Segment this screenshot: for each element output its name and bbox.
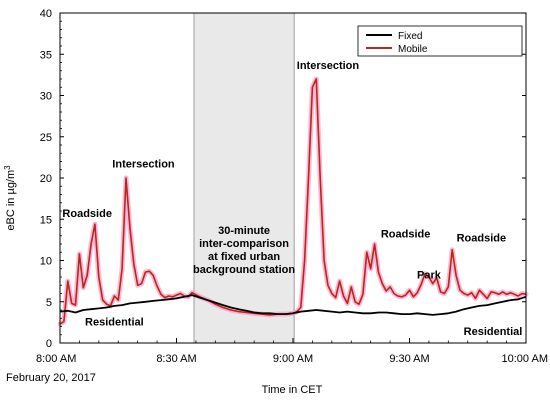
x-axis: 8:00 AM 8:30 AM 9:00 AM 9:30 AM 10:00 AM — [36, 338, 548, 365]
shade-label-line-4: background station — [193, 264, 295, 276]
x-axis-label: Time in CET — [262, 384, 323, 396]
annotation-label: Residential — [85, 317, 144, 329]
annotation-layer: Roadside Intersection Residential Intersect… — [62, 60, 522, 338]
y-tick-label: 30 — [40, 91, 52, 103]
y-tick-label: 0 — [46, 338, 52, 350]
x-tick-label: 9:30 AM — [389, 353, 429, 365]
y-tick-label: 5 — [46, 297, 52, 309]
shade-label-line-1: 30-minute — [218, 225, 270, 237]
annotation-label: Park — [417, 270, 442, 282]
series-mobile-line — [59, 78, 527, 325]
y-tick-label: 10 — [40, 256, 52, 268]
annotation-label: Intersection — [297, 60, 360, 72]
intercomparison-shade — [193, 12, 295, 344]
annotation-label: Residential — [464, 326, 523, 338]
shade-label-line-3: at fixed urban — [208, 251, 280, 263]
y-axis-label-main: eBC in µg/m — [5, 170, 17, 231]
shade-label-line-2: inter-comparison — [199, 238, 289, 250]
legend: Fixed Mobile — [357, 25, 523, 57]
legend-fixed-label: Fixed — [398, 31, 422, 42]
y-axis: 0 5 10 15 20 25 30 35 40 — [40, 8, 526, 350]
legend-mobile-label: Mobile — [398, 44, 428, 55]
y-tick-label: 40 — [40, 8, 52, 20]
x-tick-label: 8:30 AM — [156, 353, 196, 365]
legend-box — [357, 25, 523, 57]
x-tick-label: 10:00 AM — [502, 353, 548, 365]
y-tick-label: 15 — [40, 214, 52, 226]
annotation-label: Roadside — [62, 208, 112, 220]
shaded-region: 30-minute inter-comparison at fixed urba… — [193, 12, 295, 344]
x-tick-label: 8:00 AM — [36, 353, 76, 365]
annotation-label: Roadside — [457, 233, 507, 245]
series-layer — [57, 76, 529, 327]
y-tick-label: 25 — [40, 132, 52, 144]
y-axis-label-superscript: 3 — [3, 165, 12, 170]
annotation-label: Intersection — [112, 158, 175, 170]
y-axis-label: eBC in µg/m3 — [3, 165, 17, 231]
y-tick-label: 20 — [40, 173, 52, 185]
series-fixed-line — [59, 294, 527, 316]
x-tick-label: 9:00 AM — [273, 353, 313, 365]
date-label: February 20, 2017 — [6, 372, 96, 384]
annotation-label: Roadside — [381, 228, 431, 240]
y-tick-label: 35 — [40, 49, 52, 61]
